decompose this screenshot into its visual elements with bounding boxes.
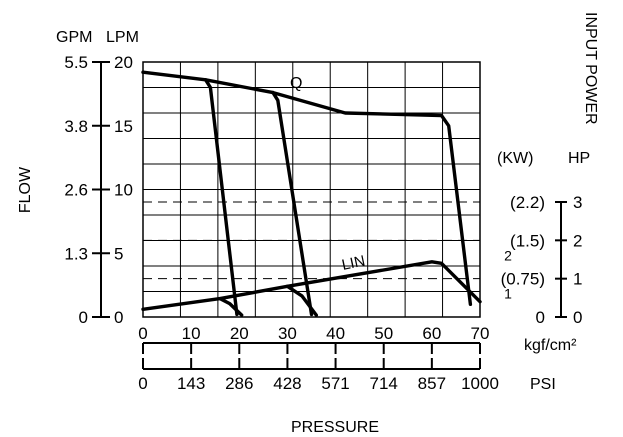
lin-curve	[218, 296, 244, 317]
flow-axis-label: FLOW	[17, 166, 34, 213]
lpm-tick-label: 20	[114, 53, 133, 72]
kgf-tick-label: 40	[326, 324, 345, 343]
hp-tick-label: 1	[573, 270, 582, 289]
q-curve	[203, 78, 239, 317]
lin-curve	[141, 260, 482, 311]
psi-tick-label: 571	[321, 374, 349, 393]
psi-tick-label: 0	[138, 374, 147, 393]
input-power-label: INPUT POWER	[582, 12, 599, 125]
psi-tick-label: 1000	[461, 374, 499, 393]
kgf-tick-label: 10	[182, 324, 201, 343]
psi-tick-label: 857	[418, 374, 446, 393]
hp-tick-label: 3	[573, 193, 582, 212]
psi-tick-label: 428	[273, 374, 301, 393]
q-curve	[141, 70, 473, 306]
motor-hp-label: 2	[504, 247, 512, 263]
lpm-tick-label: 5	[114, 244, 123, 263]
lpm-tick-label: 10	[114, 181, 133, 200]
lpm-unit-label: LPM	[106, 29, 139, 46]
gpm-tick-label: 1.3	[64, 244, 88, 263]
kgf-tick-label: 0	[138, 324, 147, 343]
gpm-unit-label: GPM	[56, 29, 92, 46]
psi-tick-label: 714	[370, 374, 398, 393]
lin-curve	[285, 284, 318, 317]
gpm-tick-label: 3.8	[64, 117, 88, 136]
kw-tick-label: (1.5)	[510, 231, 545, 250]
pressure-axis-label: PRESSURE	[291, 419, 379, 436]
hp-tick-label: 2	[573, 231, 582, 250]
q-curve-label: Q	[290, 75, 302, 92]
gpm-tick-label: 2.6	[64, 181, 88, 200]
kgf-unit-label: kgf/cm²	[524, 337, 577, 354]
kgf-tick-label: 20	[230, 324, 249, 343]
gpm-tick-label: 0	[79, 308, 88, 327]
hp-tick-label: 0	[573, 308, 582, 327]
hp-reference-lines	[143, 201, 480, 280]
lpm-tick-label: 15	[114, 117, 133, 136]
kw-tick-label: 0	[536, 308, 545, 327]
kgf-tick-label: 60	[422, 324, 441, 343]
kgf-tick-label: 30	[278, 324, 297, 343]
q-curve	[271, 90, 314, 317]
kw-unit-label: (KW)	[497, 150, 533, 167]
kgf-tick-label: 50	[374, 324, 393, 343]
curves	[141, 70, 482, 317]
psi-unit-label: PSI	[530, 376, 556, 393]
kgf-tick-label: 70	[471, 324, 490, 343]
kw-tick-label: (0.75)	[501, 270, 545, 289]
lpm-tick-label: 0	[114, 308, 123, 327]
motor-hp-label: 1	[504, 286, 512, 302]
lin-curve-label: LIN	[340, 252, 366, 273]
gpm-tick-label: 5.5	[64, 53, 88, 72]
kw-tick-label: (2.2)	[510, 193, 545, 212]
plot-frame	[142, 61, 481, 318]
hp-unit-label: HP	[568, 150, 590, 167]
psi-tick-label: 143	[177, 374, 205, 393]
plot-border	[142, 61, 481, 318]
grid	[143, 62, 480, 317]
psi-tick-label: 286	[225, 374, 253, 393]
